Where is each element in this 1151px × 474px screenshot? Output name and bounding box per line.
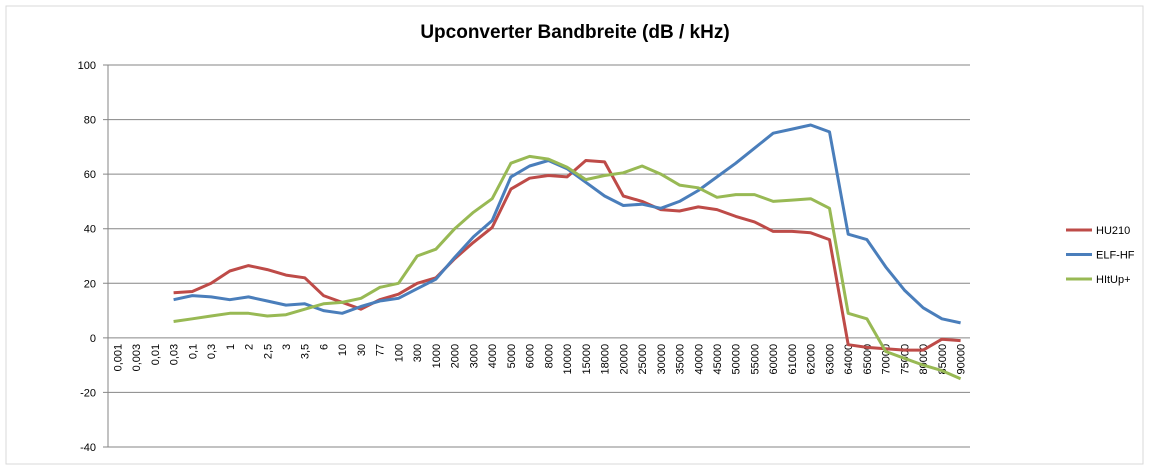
x-tick-label: 30000 xyxy=(656,344,668,375)
chart-title: Upconverter Bandbreite (dB / kHz) xyxy=(420,22,729,43)
legend-label: ELF-HF xyxy=(1096,250,1135,262)
x-tick-label: 0,1 xyxy=(187,344,199,359)
x-tick-label: 63000 xyxy=(824,344,836,375)
x-tick-label: 2000 xyxy=(450,344,462,368)
x-tick-label: 64000 xyxy=(843,344,855,375)
x-tick-label: 50000 xyxy=(731,344,743,375)
x-tick-label: 90000 xyxy=(956,344,968,375)
x-tick-label: 62000 xyxy=(806,344,818,375)
x-tick-label: 2 xyxy=(244,344,256,350)
x-tick-label: 3,5 xyxy=(300,344,312,359)
y-tick-label: 100 xyxy=(78,60,96,72)
x-tick-label: 6000 xyxy=(525,344,537,368)
x-tick-label: 0,3 xyxy=(206,344,218,359)
x-tick-label: 61000 xyxy=(787,344,799,375)
y-tick-label: 0 xyxy=(90,333,96,345)
x-tick-label: 25000 xyxy=(637,344,649,375)
y-tick-label: -20 xyxy=(80,387,96,399)
x-tick-label: 2,5 xyxy=(262,344,274,359)
x-tick-label: 20000 xyxy=(618,344,630,375)
x-tick-label: 1000 xyxy=(431,344,443,368)
series-line xyxy=(173,159,961,352)
x-tick-label: 55000 xyxy=(750,344,762,375)
y-tick-label: 60 xyxy=(84,169,96,181)
legend-label: HU210 xyxy=(1096,225,1130,237)
x-tick-label: 40000 xyxy=(693,344,705,375)
x-tick-label: 77 xyxy=(375,344,387,356)
x-tick-label: 3 xyxy=(281,344,293,350)
x-tick-label: 18000 xyxy=(600,344,612,375)
x-tick-label: 10000 xyxy=(562,344,574,375)
x-tick-label: 85000 xyxy=(937,344,949,375)
x-tick-label: 300 xyxy=(412,344,424,362)
legend-label: HItUp+ xyxy=(1096,274,1131,286)
y-tick-label: 20 xyxy=(84,278,96,290)
x-tick-label: 45000 xyxy=(712,344,724,375)
x-tick-label: 3000 xyxy=(468,344,480,368)
x-tick-label: 65000 xyxy=(862,344,874,375)
x-tick-label: 0,03 xyxy=(169,344,181,365)
x-tick-label: 15000 xyxy=(581,344,593,375)
x-tick-label: 0,001 xyxy=(112,344,124,372)
x-tick-label: 6 xyxy=(319,344,331,350)
y-tick-label: 40 xyxy=(84,224,96,236)
x-tick-label: 1 xyxy=(225,344,237,350)
x-tick-label: 30 xyxy=(356,344,368,356)
x-tick-label: 10 xyxy=(337,344,349,356)
x-tick-label: 60000 xyxy=(768,344,780,375)
x-tick-label: 4000 xyxy=(487,344,499,368)
series-line xyxy=(173,154,962,381)
x-tick-label: 8000 xyxy=(543,344,555,368)
y-tick-label: -40 xyxy=(80,442,96,454)
chart-area xyxy=(5,5,1144,465)
y-tick-label: 80 xyxy=(84,115,96,127)
x-tick-label: 5000 xyxy=(506,344,518,368)
x-tick-label: 100 xyxy=(393,344,405,362)
x-tick-label: 0,003 xyxy=(131,344,143,372)
x-tick-label: 35000 xyxy=(675,344,687,375)
x-tick-label: 0,01 xyxy=(150,344,162,365)
